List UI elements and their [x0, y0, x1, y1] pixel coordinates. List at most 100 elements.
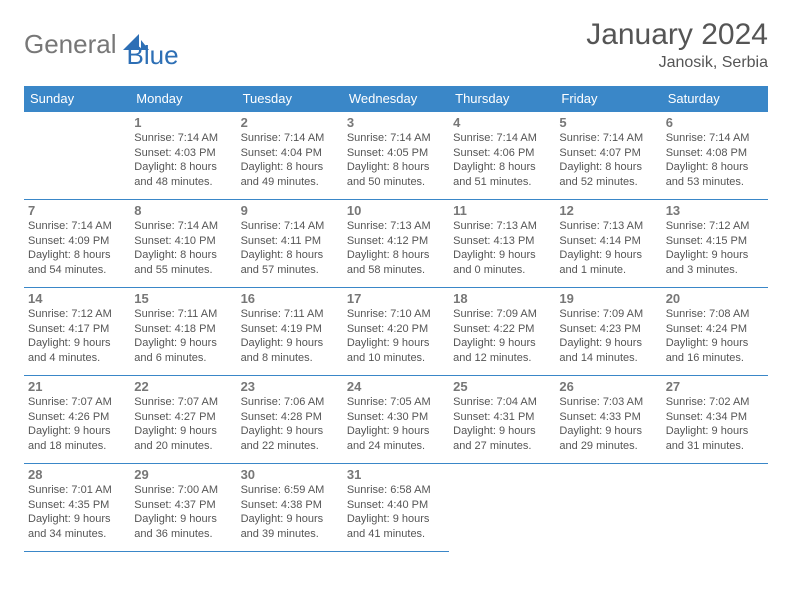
daylight-text-2: and 49 minutes. — [241, 175, 339, 190]
day-info: Sunrise: 7:06 AMSunset: 4:28 PMDaylight:… — [241, 395, 339, 453]
daylight-text-2: and 52 minutes. — [559, 175, 657, 190]
sunrise-text: Sunrise: 7:14 AM — [134, 131, 232, 146]
calendar-week-row: 7Sunrise: 7:14 AMSunset: 4:09 PMDaylight… — [24, 200, 768, 288]
daylight-text-1: Daylight: 9 hours — [666, 248, 764, 263]
sunrise-text: Sunrise: 7:11 AM — [134, 307, 232, 322]
sunrise-text: Sunrise: 6:59 AM — [241, 483, 339, 498]
day-number: 2 — [241, 115, 339, 130]
daylight-text-1: Daylight: 9 hours — [666, 424, 764, 439]
daylight-text-1: Daylight: 9 hours — [28, 336, 126, 351]
day-info: Sunrise: 7:14 AMSunset: 4:08 PMDaylight:… — [666, 131, 764, 189]
day-number: 11 — [453, 203, 551, 218]
day-info: Sunrise: 7:14 AMSunset: 4:04 PMDaylight:… — [241, 131, 339, 189]
day-info: Sunrise: 7:01 AMSunset: 4:35 PMDaylight:… — [28, 483, 126, 541]
sunrise-text: Sunrise: 7:07 AM — [134, 395, 232, 410]
sunrise-text: Sunrise: 7:08 AM — [666, 307, 764, 322]
day-info: Sunrise: 7:09 AMSunset: 4:22 PMDaylight:… — [453, 307, 551, 365]
calendar-day-cell — [24, 112, 130, 200]
calendar-day-cell: 30Sunrise: 6:59 AMSunset: 4:38 PMDayligh… — [237, 464, 343, 552]
calendar-day-cell: 13Sunrise: 7:12 AMSunset: 4:15 PMDayligh… — [662, 200, 768, 288]
sunset-text: Sunset: 4:37 PM — [134, 498, 232, 513]
day-number: 12 — [559, 203, 657, 218]
daylight-text-1: Daylight: 9 hours — [28, 512, 126, 527]
daylight-text-2: and 48 minutes. — [134, 175, 232, 190]
day-info: Sunrise: 7:07 AMSunset: 4:26 PMDaylight:… — [28, 395, 126, 453]
daylight-text-2: and 6 minutes. — [134, 351, 232, 366]
daylight-text-2: and 55 minutes. — [134, 263, 232, 278]
day-number: 19 — [559, 291, 657, 306]
calendar-day-cell: 16Sunrise: 7:11 AMSunset: 4:19 PMDayligh… — [237, 288, 343, 376]
day-number: 18 — [453, 291, 551, 306]
sunset-text: Sunset: 4:14 PM — [559, 234, 657, 249]
sunset-text: Sunset: 4:22 PM — [453, 322, 551, 337]
daylight-text-1: Daylight: 9 hours — [134, 424, 232, 439]
sunset-text: Sunset: 4:38 PM — [241, 498, 339, 513]
calendar-day-cell: 23Sunrise: 7:06 AMSunset: 4:28 PMDayligh… — [237, 376, 343, 464]
sunrise-text: Sunrise: 7:02 AM — [666, 395, 764, 410]
daylight-text-1: Daylight: 8 hours — [241, 248, 339, 263]
daylight-text-1: Daylight: 9 hours — [453, 336, 551, 351]
calendar-day-cell: 2Sunrise: 7:14 AMSunset: 4:04 PMDaylight… — [237, 112, 343, 200]
daylight-text-1: Daylight: 9 hours — [134, 512, 232, 527]
sunrise-text: Sunrise: 7:12 AM — [666, 219, 764, 234]
day-number: 6 — [666, 115, 764, 130]
day-info: Sunrise: 7:14 AMSunset: 4:10 PMDaylight:… — [134, 219, 232, 277]
day-info: Sunrise: 7:14 AMSunset: 4:03 PMDaylight:… — [134, 131, 232, 189]
sunset-text: Sunset: 4:40 PM — [347, 498, 445, 513]
daylight-text-1: Daylight: 8 hours — [134, 248, 232, 263]
day-number: 24 — [347, 379, 445, 394]
sunrise-text: Sunrise: 7:03 AM — [559, 395, 657, 410]
sunset-text: Sunset: 4:03 PM — [134, 146, 232, 161]
daylight-text-2: and 34 minutes. — [28, 527, 126, 542]
sunrise-text: Sunrise: 7:00 AM — [134, 483, 232, 498]
sunset-text: Sunset: 4:24 PM — [666, 322, 764, 337]
day-number: 21 — [28, 379, 126, 394]
day-number: 8 — [134, 203, 232, 218]
day-number: 10 — [347, 203, 445, 218]
day-number: 22 — [134, 379, 232, 394]
sunset-text: Sunset: 4:13 PM — [453, 234, 551, 249]
daylight-text-1: Daylight: 8 hours — [241, 160, 339, 175]
sunrise-text: Sunrise: 7:09 AM — [453, 307, 551, 322]
daylight-text-1: Daylight: 9 hours — [453, 248, 551, 263]
day-info: Sunrise: 7:13 AMSunset: 4:12 PMDaylight:… — [347, 219, 445, 277]
calendar-day-cell: 24Sunrise: 7:05 AMSunset: 4:30 PMDayligh… — [343, 376, 449, 464]
sunset-text: Sunset: 4:05 PM — [347, 146, 445, 161]
daylight-text-2: and 58 minutes. — [347, 263, 445, 278]
calendar-day-cell: 9Sunrise: 7:14 AMSunset: 4:11 PMDaylight… — [237, 200, 343, 288]
weekday-header: Wednesday — [343, 86, 449, 112]
day-info: Sunrise: 7:14 AMSunset: 4:07 PMDaylight:… — [559, 131, 657, 189]
calendar-day-cell: 15Sunrise: 7:11 AMSunset: 4:18 PMDayligh… — [130, 288, 236, 376]
sunset-text: Sunset: 4:23 PM — [559, 322, 657, 337]
sunrise-text: Sunrise: 7:12 AM — [28, 307, 126, 322]
day-info: Sunrise: 6:59 AMSunset: 4:38 PMDaylight:… — [241, 483, 339, 541]
sunset-text: Sunset: 4:06 PM — [453, 146, 551, 161]
daylight-text-2: and 51 minutes. — [453, 175, 551, 190]
daylight-text-1: Daylight: 9 hours — [241, 424, 339, 439]
daylight-text-1: Daylight: 8 hours — [347, 160, 445, 175]
calendar-day-cell — [662, 464, 768, 552]
day-number: 20 — [666, 291, 764, 306]
daylight-text-1: Daylight: 9 hours — [666, 336, 764, 351]
day-number: 5 — [559, 115, 657, 130]
calendar-day-cell: 26Sunrise: 7:03 AMSunset: 4:33 PMDayligh… — [555, 376, 661, 464]
daylight-text-2: and 39 minutes. — [241, 527, 339, 542]
day-info: Sunrise: 7:12 AMSunset: 4:15 PMDaylight:… — [666, 219, 764, 277]
day-info: Sunrise: 7:11 AMSunset: 4:19 PMDaylight:… — [241, 307, 339, 365]
sunset-text: Sunset: 4:28 PM — [241, 410, 339, 425]
sunrise-text: Sunrise: 7:13 AM — [453, 219, 551, 234]
sunset-text: Sunset: 4:30 PM — [347, 410, 445, 425]
calendar-day-cell: 31Sunrise: 6:58 AMSunset: 4:40 PMDayligh… — [343, 464, 449, 552]
daylight-text-2: and 18 minutes. — [28, 439, 126, 454]
day-info: Sunrise: 7:14 AMSunset: 4:11 PMDaylight:… — [241, 219, 339, 277]
daylight-text-1: Daylight: 8 hours — [347, 248, 445, 263]
day-number: 14 — [28, 291, 126, 306]
sunset-text: Sunset: 4:12 PM — [347, 234, 445, 249]
daylight-text-2: and 1 minute. — [559, 263, 657, 278]
calendar-day-cell: 10Sunrise: 7:13 AMSunset: 4:12 PMDayligh… — [343, 200, 449, 288]
calendar-day-cell: 20Sunrise: 7:08 AMSunset: 4:24 PMDayligh… — [662, 288, 768, 376]
day-number: 17 — [347, 291, 445, 306]
daylight-text-2: and 16 minutes. — [666, 351, 764, 366]
daylight-text-2: and 50 minutes. — [347, 175, 445, 190]
day-number: 31 — [347, 467, 445, 482]
